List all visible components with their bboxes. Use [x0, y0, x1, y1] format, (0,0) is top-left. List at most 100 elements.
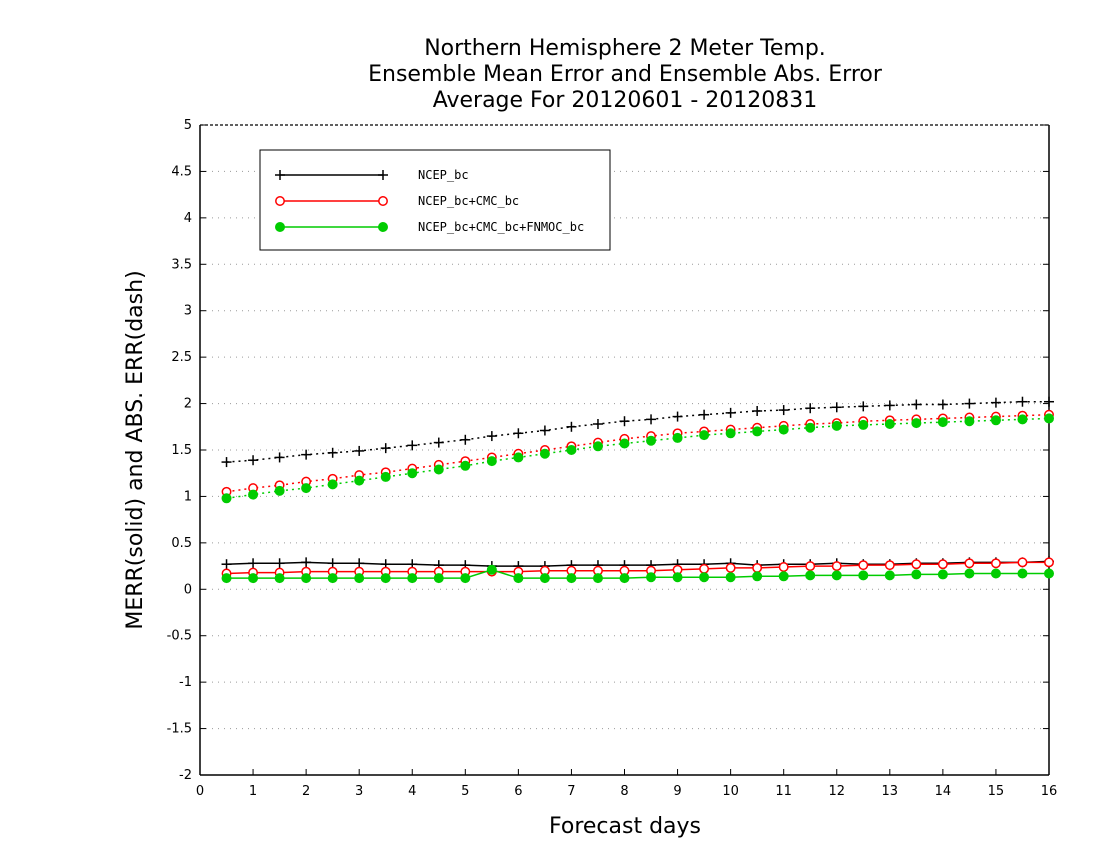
- data-point: [221, 559, 232, 570]
- series-1: [221, 409, 1054, 579]
- data-point: [301, 557, 312, 568]
- data-point: [433, 437, 444, 448]
- chart-title: Northern Hemisphere 2 Meter Temp. Ensemb…: [200, 36, 1050, 114]
- data-point: [354, 558, 365, 569]
- data-point: [275, 196, 285, 206]
- data-point: [460, 434, 471, 445]
- data-point: [301, 449, 312, 460]
- data-point: [354, 445, 365, 456]
- data-point: [275, 170, 285, 180]
- data-point: [911, 399, 922, 410]
- data-point: [566, 573, 577, 584]
- legend-label: NCEP_bc+CMC_bc+FNMOC_bc: [418, 220, 584, 234]
- y-tick-label: 0.5: [171, 536, 192, 551]
- data-point: [884, 400, 895, 411]
- y-tick-label: 1.5: [171, 443, 192, 458]
- x-axis-title: Forecast days: [549, 814, 701, 839]
- data-point: [699, 563, 710, 574]
- data-point: [433, 573, 444, 584]
- data-point: [619, 438, 630, 449]
- data-point: [221, 457, 232, 468]
- data-point: [248, 455, 259, 466]
- data-point: [301, 483, 312, 494]
- x-tick-label: 2: [302, 784, 310, 799]
- data-point: [725, 407, 736, 418]
- y-tick-label: -0.5: [167, 629, 192, 644]
- data-point: [937, 569, 948, 580]
- series-0: [221, 396, 1054, 572]
- data-point: [884, 560, 895, 571]
- x-tick-label: 10: [722, 784, 739, 799]
- legend-label: NCEP_bc: [418, 168, 469, 182]
- data-point: [248, 558, 259, 569]
- series-2: [221, 413, 1054, 584]
- y-tick-label: 4.5: [171, 164, 192, 179]
- grid: [200, 170, 1049, 730]
- data-point: [964, 568, 975, 579]
- legend-box: [259, 149, 611, 251]
- data-point: [831, 420, 842, 431]
- data-point: [911, 418, 922, 429]
- legend-label: NCEP_bc+CMC_bc: [418, 194, 519, 208]
- data-point: [937, 559, 948, 570]
- data-point: [1017, 557, 1028, 568]
- data-point: [380, 573, 391, 584]
- data-point: [221, 573, 232, 584]
- data-point: [1044, 557, 1054, 568]
- y-tick-label: 2.5: [171, 350, 192, 365]
- data-point: [460, 573, 471, 584]
- data-point: [990, 415, 1001, 426]
- data-point: [327, 558, 338, 569]
- data-point: [380, 443, 391, 454]
- data-point: [752, 406, 763, 416]
- data-point: [221, 493, 232, 504]
- data-point: [858, 401, 869, 412]
- data-point: [911, 559, 922, 570]
- data-point: [858, 560, 869, 571]
- legend: NCEP_bc NCEP_bc+CMC_bc NCEP_bc+CMC_bc+FNMO…: [259, 149, 611, 251]
- data-point: [486, 456, 497, 467]
- data-point: [378, 196, 388, 206]
- data-point: [619, 416, 630, 427]
- data-point: [725, 572, 736, 583]
- data-point: [539, 425, 550, 436]
- data-point: [433, 464, 444, 475]
- data-point: [354, 573, 365, 584]
- data-point: [513, 452, 524, 463]
- data-point: [566, 421, 577, 432]
- data-point: [672, 572, 683, 583]
- data-point: [831, 402, 842, 413]
- data-point: [592, 419, 603, 429]
- x-tick-label: 8: [620, 784, 628, 799]
- x-tick-label: 7: [567, 784, 575, 799]
- data-point: [1044, 413, 1054, 424]
- data-point: [990, 397, 1001, 408]
- data-point: [752, 562, 763, 573]
- data-point: [778, 571, 789, 582]
- series: [221, 396, 1054, 584]
- x-tick-label: 5: [461, 784, 469, 799]
- data-point: [725, 562, 736, 573]
- data-point: [672, 432, 683, 443]
- data-point: [274, 558, 285, 569]
- data-point: [486, 431, 497, 442]
- data-point: [275, 222, 285, 232]
- y-tick-label: -1.5: [167, 722, 192, 737]
- x-tick-label: 6: [514, 784, 522, 799]
- data-point: [884, 419, 895, 429]
- y-axis-title: MERR(solid) and ABS. ERR(dash): [123, 270, 148, 629]
- data-point: [964, 398, 975, 409]
- data-point: [301, 573, 312, 584]
- x-tick-label: 13: [882, 784, 899, 799]
- x-tick-label: 11: [775, 784, 792, 799]
- data-point: [911, 569, 922, 580]
- data-point: [858, 419, 869, 430]
- x-tick-label: 16: [1041, 784, 1058, 799]
- data-point: [380, 471, 391, 482]
- x-tick-label: 15: [988, 784, 1005, 799]
- abs-err-line: [226, 413, 1050, 493]
- data-point: [539, 448, 550, 459]
- data-point: [460, 460, 471, 471]
- data-point: [327, 573, 338, 584]
